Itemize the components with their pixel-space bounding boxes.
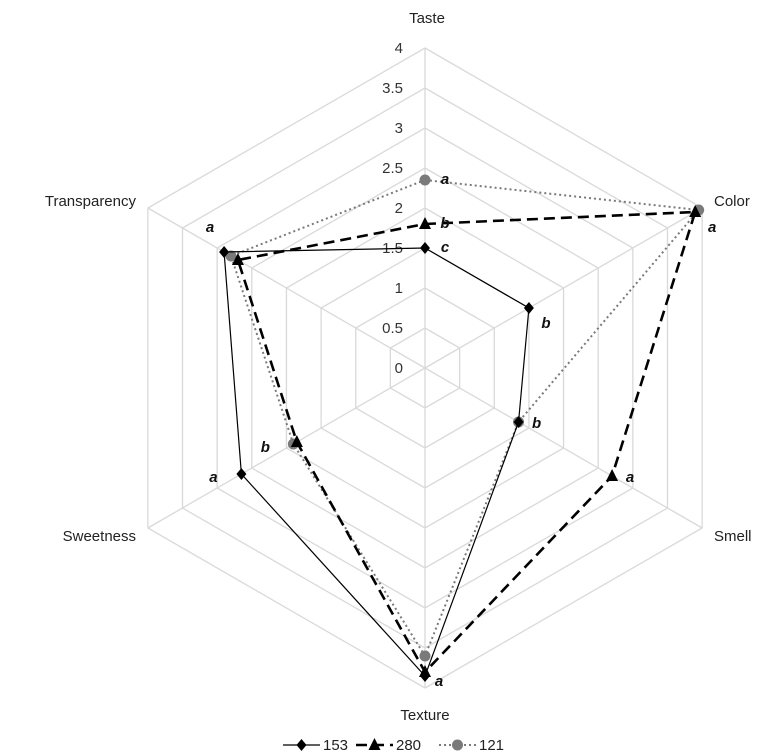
radar-series xyxy=(219,174,705,682)
axis-label-transparency: Transparency xyxy=(45,193,137,210)
data-point xyxy=(368,738,381,750)
data-point xyxy=(296,739,307,751)
legend-label: 153 xyxy=(323,737,348,753)
tick-label: 2 xyxy=(395,200,403,217)
legend-label: 280 xyxy=(396,737,421,753)
tick-label: 0.5 xyxy=(382,320,403,337)
significance-label: b xyxy=(261,439,270,456)
significance-label: a xyxy=(626,469,634,486)
series-121 xyxy=(225,174,705,662)
axis-label-sweetness: Sweetness xyxy=(63,528,136,545)
axis-line-1 xyxy=(424,207,703,369)
legend-entry-121: 121 xyxy=(439,737,504,753)
significance-label: a xyxy=(435,673,443,690)
radar-axis-labels: Taste Color Smell Texture Sweetness Tran… xyxy=(45,10,752,724)
axis-label-color: Color xyxy=(714,193,750,210)
legend-entry-153: 153 xyxy=(283,737,348,753)
data-point xyxy=(290,435,303,447)
axis-label-smell: Smell xyxy=(714,528,752,545)
data-point xyxy=(689,205,702,217)
data-point xyxy=(513,416,524,428)
significance-label: b xyxy=(541,315,550,332)
legend-label: 121 xyxy=(479,737,504,753)
series-line-280 xyxy=(236,210,697,675)
significance-label: c xyxy=(441,239,450,256)
data-point xyxy=(419,650,431,662)
data-point xyxy=(419,217,431,229)
data-point xyxy=(231,253,244,265)
legend-entry-280: 280 xyxy=(356,737,421,753)
tick-label: 3.5 xyxy=(382,80,403,97)
data-point xyxy=(606,469,619,481)
tick-label: 2.5 xyxy=(382,160,403,177)
significance-label: a xyxy=(441,171,449,188)
significance-label: b xyxy=(532,415,541,432)
axis-label-taste: Taste xyxy=(409,10,445,27)
axis-line-4 xyxy=(147,367,426,529)
data-point xyxy=(236,468,247,480)
data-point xyxy=(452,739,463,751)
tick-label: 4 xyxy=(395,40,403,57)
axis-line-2 xyxy=(424,367,703,529)
axis-label-texture: Texture xyxy=(400,707,449,724)
radar-axis-lines xyxy=(147,48,703,688)
tick-label: 0 xyxy=(395,360,403,377)
series-280 xyxy=(231,205,702,677)
chart-legend: 153 280 121 xyxy=(283,737,504,753)
data-point xyxy=(219,246,230,258)
radial-tick-labels: 00.511.522.533.54 xyxy=(382,40,403,377)
tick-label: 1 xyxy=(395,280,403,297)
significance-label: a xyxy=(708,219,716,236)
data-point xyxy=(523,302,534,314)
significance-label: a xyxy=(206,219,214,236)
axis-line-5 xyxy=(147,207,426,369)
series-153 xyxy=(219,242,534,682)
data-point xyxy=(420,242,430,254)
data-point xyxy=(419,174,431,186)
data-point xyxy=(420,670,430,682)
significance-label: b xyxy=(440,215,449,232)
data-point xyxy=(225,250,237,262)
significance-label: a xyxy=(209,469,217,486)
tick-label: 3 xyxy=(395,120,403,137)
